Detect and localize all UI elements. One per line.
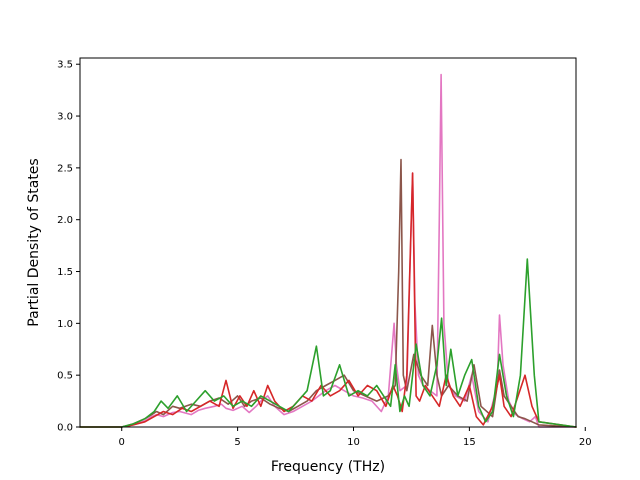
y-tick-label: 3.5	[57, 60, 73, 71]
y-tick-label: 2.5	[57, 163, 73, 174]
x-tick-label: 5	[234, 437, 240, 448]
series-line-3	[79, 172, 577, 428]
y-axis-label: Partial Density of States	[26, 158, 42, 326]
y-tick-label: 0.5	[57, 371, 73, 382]
y-tick-label: 3.0	[57, 112, 73, 123]
x-tick-label: 0	[119, 437, 125, 448]
y-tick-label: 2.0	[57, 215, 73, 226]
x-tick-label: 15	[463, 437, 476, 448]
y-axis-ticks: 0.0 0.5 1.0 1.5 2.0 2.5 3.0 3.5	[57, 60, 80, 434]
x-tick-label: 20	[579, 437, 592, 448]
axes-frame	[79, 57, 577, 428]
y-tick-label: 1.5	[57, 267, 73, 278]
y-tick-label: 0.0	[57, 423, 73, 434]
x-axis-label: Frequency (THz)	[271, 459, 385, 475]
plot-area	[80, 58, 576, 427]
y-tick-label: 1.0	[57, 319, 73, 330]
x-axis-ticks: 0 5 10 15 20	[119, 427, 592, 448]
x-tick-label: 10	[347, 437, 360, 448]
series-line-4	[79, 258, 577, 428]
series-layer	[79, 73, 577, 428]
